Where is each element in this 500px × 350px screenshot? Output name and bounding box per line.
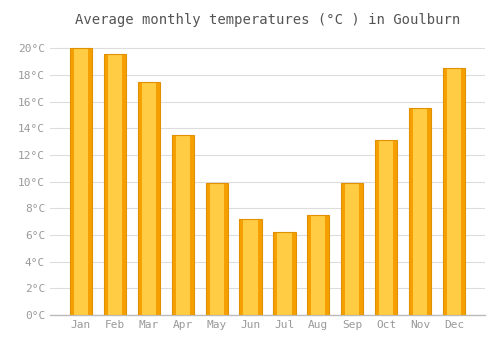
Bar [409, 108, 432, 315]
Bar [240, 219, 244, 315]
Bar [428, 108, 432, 315]
Bar [308, 215, 330, 315]
Bar [342, 183, 363, 315]
Bar [224, 183, 228, 315]
Bar [409, 108, 432, 315]
Bar [258, 219, 262, 315]
Bar [292, 232, 296, 315]
Bar [326, 215, 330, 315]
Bar [376, 140, 398, 315]
Bar [172, 135, 194, 315]
Bar [104, 54, 108, 315]
Bar [308, 215, 330, 315]
Bar [70, 48, 73, 315]
Bar [172, 135, 194, 315]
Bar [462, 68, 465, 315]
Bar [443, 68, 447, 315]
Bar [342, 183, 345, 315]
Bar [190, 135, 194, 315]
Bar [156, 82, 160, 315]
Bar [240, 219, 262, 315]
Bar [70, 48, 92, 315]
Bar [70, 48, 92, 315]
Bar [138, 82, 141, 315]
Bar [308, 215, 312, 315]
Bar [376, 140, 379, 315]
Bar [376, 140, 398, 315]
Bar [138, 82, 160, 315]
Bar [240, 219, 262, 315]
Bar [172, 135, 175, 315]
Bar [274, 232, 295, 315]
Bar [394, 140, 398, 315]
Bar [122, 54, 126, 315]
Bar [274, 232, 295, 315]
Bar [443, 68, 465, 315]
Bar [409, 108, 413, 315]
Bar [104, 54, 126, 315]
Bar [206, 183, 228, 315]
Bar [88, 48, 92, 315]
Bar [342, 183, 363, 315]
Bar [206, 183, 228, 315]
Title: Average monthly temperatures (°C ) in Goulburn: Average monthly temperatures (°C ) in Go… [75, 13, 460, 27]
Bar [206, 183, 210, 315]
Bar [104, 54, 126, 315]
Bar [274, 232, 278, 315]
Bar [138, 82, 160, 315]
Bar [443, 68, 465, 315]
Bar [360, 183, 364, 315]
